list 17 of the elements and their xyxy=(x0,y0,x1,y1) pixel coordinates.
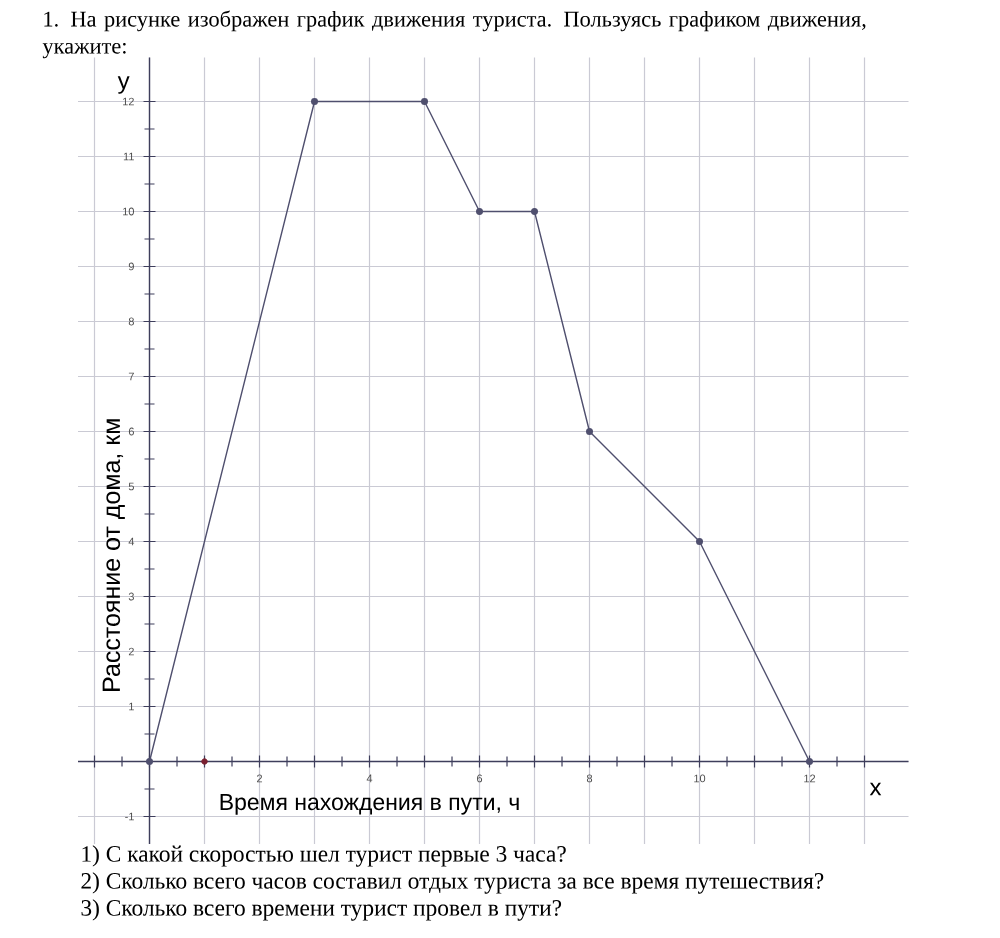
point xyxy=(311,98,319,105)
annotation: y xyxy=(117,76,130,94)
point xyxy=(696,538,704,545)
point xyxy=(806,758,814,765)
text: 3) Сколько всего времени турист провел в пути? xyxy=(81,899,562,921)
point xyxy=(421,98,429,105)
y-axis-title: Расстояние от дома, км xyxy=(102,419,125,691)
point xyxy=(201,758,208,765)
annotation: x xyxy=(869,782,882,796)
text: 1) С какой скоростью шел турист первые 3 часа? xyxy=(82,845,566,867)
x-axis-title: Время нахождения в пути, ч xyxy=(220,794,519,815)
text: 2) Сколько всего часов составил отдых туриста за все время путешествия? xyxy=(81,872,824,894)
point xyxy=(586,427,594,435)
chart-title: 1. На рисунке изображен график движения туриста. Пользуясь графиком движения, укажите: xyxy=(42,10,866,59)
point xyxy=(476,207,484,215)
point xyxy=(531,207,539,215)
point xyxy=(146,758,154,765)
